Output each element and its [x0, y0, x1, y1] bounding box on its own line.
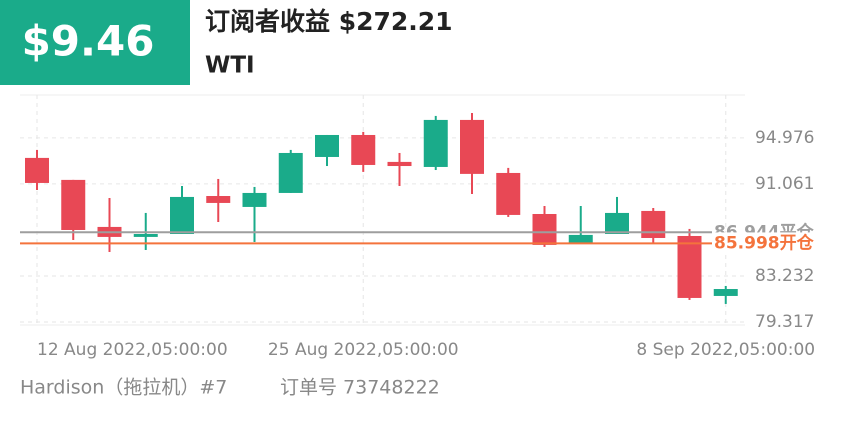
candle-body [532, 213, 557, 245]
candle-body [242, 192, 267, 207]
title: 订阅者收益 $272.21 [205, 7, 453, 36]
candle-body [25, 157, 49, 183]
label-bg [712, 232, 822, 255]
symbol: WTI [205, 53, 255, 79]
x-tick-label: 12 Aug 2022,05:00:00 [37, 340, 228, 360]
candle-body [61, 179, 86, 230]
candle-body [605, 212, 629, 234]
reference-label: 85.998开仓 [714, 232, 815, 253]
candle-body [278, 152, 303, 193]
badge-bg [0, 0, 190, 85]
candle-body [351, 134, 376, 165]
candle-body [423, 119, 448, 167]
candle-body [206, 196, 231, 203]
account: Hardison（拖拉机）#7 [20, 377, 227, 399]
y-tick-label: 83.232 [755, 266, 814, 286]
y-tick-label: 91.061 [755, 174, 814, 194]
candle-body [170, 196, 194, 234]
x-tick-label: 8 Sep 2022,05:00:00 [636, 340, 815, 360]
candle-body [496, 172, 521, 215]
y-tick-label: 79.317 [755, 312, 814, 332]
chart: 12 Aug 2022,05:00:00 25 Aug 2022,05:00:00… [20, 94, 822, 360]
candle-body [641, 210, 666, 238]
y-tick-label: 94.976 [755, 128, 814, 148]
candle-body [677, 235, 702, 298]
candle-body [460, 119, 484, 174]
candle-body [568, 234, 593, 243]
candle-body [133, 233, 158, 237]
x-tick-label: 25 Aug 2022,05:00:00 [268, 340, 459, 360]
candle-body [315, 134, 339, 157]
candle-body [713, 289, 738, 296]
order: 订单号 73748222 [280, 377, 440, 399]
badge: $9.46 [22, 17, 155, 66]
candle-body [387, 161, 412, 167]
